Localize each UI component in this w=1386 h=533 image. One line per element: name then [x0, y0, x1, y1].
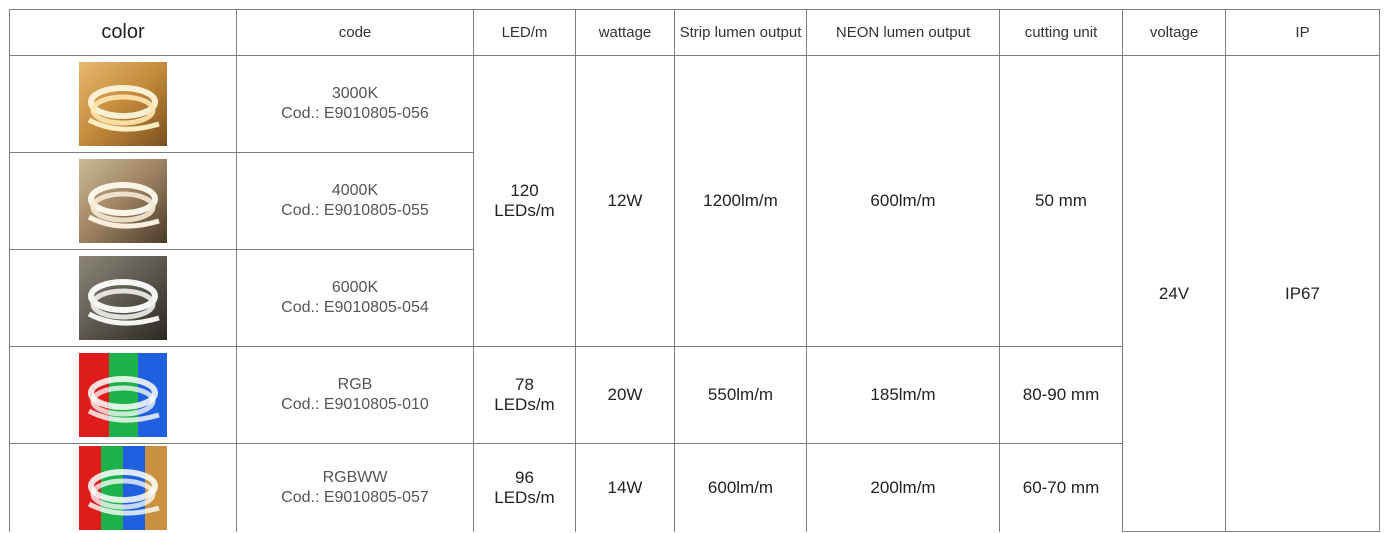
rgb-neon-strip-image [79, 353, 167, 437]
color-swatch-cell [9, 249, 237, 347]
header-cutting-unit: cutting unit [999, 9, 1123, 56]
led-count: 120 [510, 181, 539, 200]
product-code: Cod.: E9010805-057 [281, 488, 429, 506]
color-swatch-cell [9, 443, 237, 532]
header-voltage: voltage [1122, 9, 1226, 56]
table-row: RGB Cod.: E9010805-010 78 LEDs/m 20W 550… [9, 346, 1380, 444]
led-unit: LEDs/m [494, 395, 555, 414]
led-unit: LEDs/m [494, 487, 555, 507]
code-cell: RGB Cod.: E9010805-010 [236, 346, 474, 444]
spec-table: color code LED/m wattage Strip lumen out… [9, 9, 1380, 532]
led-per-m-cell: 78 LEDs/m [473, 346, 576, 444]
led-count: 96 [515, 467, 534, 487]
table-row: 3000K Cod.: E9010805-056 120 LEDs/m 12W … [9, 55, 1380, 532]
code-cell: RGBWW Cod.: E9010805-057 [236, 443, 474, 532]
strip-lumen-cell: 600lm/m [674, 443, 807, 532]
color-temp-name: 6000K [331, 279, 379, 296]
header-color: color [9, 9, 237, 56]
table-row: 6000K Cod.: E9010805-054 [9, 249, 1380, 347]
header-wattage: wattage [575, 9, 675, 56]
neon-lumen-cell: 600lm/m [806, 55, 1000, 347]
product-code: Cod.: E9010805-056 [281, 105, 429, 122]
header-ip: IP [1225, 9, 1380, 56]
cutting-unit-cell: 80-90 mm [999, 346, 1123, 444]
header-row: color code LED/m wattage Strip lumen out… [9, 9, 1380, 56]
neon-lumen-cell: 185lm/m [806, 346, 1000, 444]
voltage-cell: 24V [1122, 55, 1226, 532]
product-code: Cod.: E9010805-055 [281, 202, 429, 219]
table-row: RGBWW Cod.: E9010805-057 96 LEDs/m 14W 6… [9, 443, 1380, 532]
product-code: Cod.: E9010805-054 [281, 299, 429, 316]
rgbww-neon-strip-image [79, 445, 167, 530]
strip-lumen-cell: 550lm/m [674, 346, 807, 444]
table-row: 4000K Cod.: E9010805-055 [9, 152, 1380, 250]
header-strip-lumen: Strip lumen output [674, 9, 807, 56]
product-code: Cod.: E9010805-010 [281, 396, 429, 413]
code-cell: 6000K Cod.: E9010805-054 [236, 249, 474, 347]
color-temp-name: 3000K [331, 85, 379, 102]
code-cell: 4000K Cod.: E9010805-055 [236, 152, 474, 250]
header-neon-lumen: NEON lumen output [806, 9, 1000, 56]
code-cell: 3000K Cod.: E9010805-056 [236, 55, 474, 153]
led-unit: LEDs/m [494, 201, 555, 220]
cool-white-neon-strip-image [79, 256, 167, 340]
wattage-cell: 20W [575, 346, 675, 444]
header-led-per-m: LED/m [473, 9, 576, 56]
neon-lumen-cell: 200lm/m [806, 443, 1000, 532]
color-temp-name: RGBWW [322, 468, 388, 486]
color-temp-name: 4000K [331, 182, 379, 199]
wattage-cell: 12W [575, 55, 675, 347]
header-code: code [236, 9, 474, 56]
cutting-unit-cell: 60-70 mm [999, 443, 1123, 532]
neutral-white-neon-strip-image [79, 159, 167, 243]
wattage-cell: 14W [575, 443, 675, 532]
led-per-m-cell: 96 LEDs/m [473, 443, 576, 532]
led-count: 78 [515, 375, 534, 394]
led-per-m-cell: 120 LEDs/m [473, 55, 576, 347]
warm-white-neon-strip-image [79, 62, 167, 146]
color-swatch-cell [9, 346, 237, 444]
strip-lumen-cell: 1200lm/m [674, 55, 807, 347]
color-swatch-cell [9, 152, 237, 250]
ip-cell: IP67 [1225, 55, 1380, 532]
cutting-unit-cell: 50 mm [999, 55, 1123, 347]
color-temp-name: RGB [337, 376, 373, 393]
color-swatch-cell [9, 55, 237, 153]
